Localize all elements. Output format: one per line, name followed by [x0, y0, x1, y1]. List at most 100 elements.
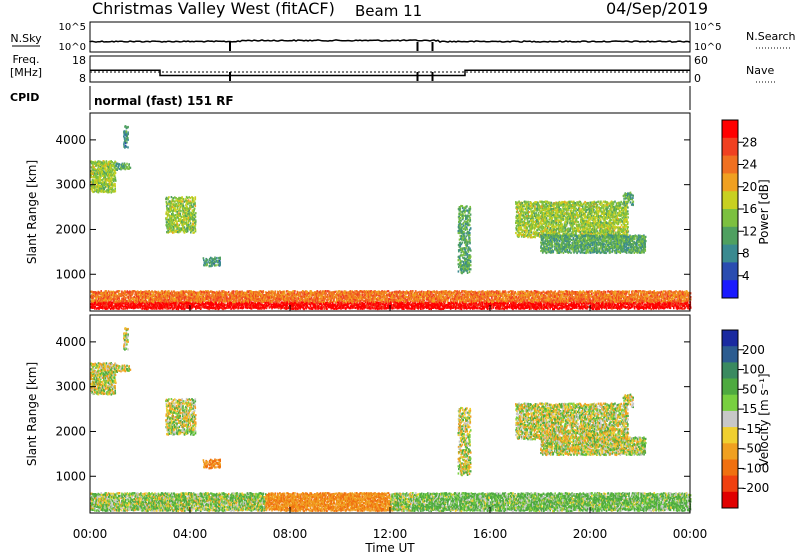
- power-cell: [237, 292, 239, 294]
- power-cell: [527, 290, 529, 292]
- power-cell: [225, 304, 227, 306]
- power-cell: [486, 303, 488, 305]
- power-cell: [304, 293, 306, 295]
- power-cell: [275, 290, 277, 292]
- power-cell: [305, 297, 307, 299]
- power-cell: [227, 302, 229, 304]
- power-cell: [126, 300, 128, 302]
- power-cell: [460, 292, 462, 294]
- freq-tick-bottom: 8: [79, 72, 86, 85]
- power-cell: [306, 291, 308, 293]
- power-cell: [488, 301, 490, 303]
- freq-line: [90, 70, 690, 75]
- power-cell: [499, 294, 501, 296]
- power-cell: [327, 299, 329, 301]
- power-cell: [228, 291, 230, 293]
- power-cell: [302, 293, 304, 295]
- power-cell: [485, 300, 487, 302]
- power-cell: [284, 296, 286, 298]
- power-cell: [354, 290, 356, 292]
- power-cell: [334, 304, 336, 306]
- power-cell: [125, 297, 127, 299]
- power-cell: [104, 298, 106, 300]
- power-cell: [466, 308, 468, 310]
- power-cell: [309, 302, 311, 304]
- power-data: [90, 125, 692, 310]
- power-cell: [541, 303, 543, 305]
- power-cell: [94, 308, 96, 310]
- power-cell: [357, 304, 359, 306]
- power-cell: [336, 308, 338, 310]
- power-cell: [210, 299, 212, 301]
- power-cell: [386, 296, 388, 298]
- power-cell: [307, 303, 309, 305]
- power-cell: [230, 308, 232, 310]
- power-cell: [362, 294, 364, 296]
- power-cell: [456, 293, 458, 295]
- power-cell: [187, 295, 189, 297]
- power-cell: [484, 303, 486, 305]
- power-cell: [364, 304, 366, 306]
- power-cell: [370, 308, 372, 310]
- nsearch-label: N.Search: [746, 30, 796, 43]
- power-cell: [414, 308, 416, 310]
- power-cell: [101, 292, 103, 294]
- power-cell: [300, 293, 302, 295]
- power-cell: [491, 294, 493, 296]
- power-cell: [133, 299, 135, 301]
- power-cell: [420, 308, 422, 310]
- nsearch-tick-top: 10^5: [694, 22, 721, 33]
- power-cell: [180, 294, 182, 296]
- power-cell: [205, 304, 207, 306]
- power-cell: [459, 301, 461, 303]
- power-cell: [115, 294, 117, 296]
- power-cell: [295, 297, 297, 299]
- freq-tick-top: 18: [72, 54, 86, 67]
- power-cell: [390, 301, 392, 303]
- power-cell: [298, 298, 300, 300]
- power-cell: [480, 293, 482, 295]
- power-cell: [415, 290, 417, 292]
- power-cell: [479, 308, 481, 310]
- power-cell: [271, 304, 273, 306]
- power-cell: [288, 307, 290, 309]
- power-cell: [185, 296, 187, 298]
- power-cell: [249, 301, 251, 303]
- power-cell: [255, 291, 257, 293]
- power-cell: [408, 307, 410, 309]
- power-cell: [128, 297, 130, 299]
- power-cell: [155, 291, 157, 293]
- beam-label: Beam 11: [355, 2, 422, 20]
- power-cell: [406, 296, 408, 298]
- power-cell: [234, 297, 236, 299]
- power-cell: [327, 290, 329, 292]
- power-cell: [423, 291, 425, 293]
- power-cell: [294, 290, 296, 292]
- power-cell: [512, 290, 514, 292]
- nsky-label: N.Sky: [10, 32, 42, 45]
- power-cell: [299, 301, 301, 303]
- power-cell: [220, 307, 222, 309]
- freq-strip-frame: [90, 56, 690, 82]
- power-cell: [382, 299, 384, 301]
- power-cell: [412, 290, 414, 292]
- power-cell: [403, 308, 405, 310]
- power-cell: [456, 290, 458, 292]
- nave-tick-top: 60: [694, 54, 708, 67]
- power-cell: [509, 300, 511, 302]
- power-cell: [156, 308, 158, 310]
- power-cell: [243, 306, 245, 308]
- power-cell: [536, 299, 538, 301]
- power-cell: [461, 296, 463, 298]
- power-cell: [263, 291, 265, 293]
- power-cell: [360, 300, 362, 302]
- power-cell: [361, 308, 363, 310]
- power-cell: [493, 307, 495, 309]
- power-cell: [262, 293, 264, 295]
- power-cell: [541, 292, 543, 294]
- power-cell: [452, 296, 454, 298]
- power-cell: [292, 290, 294, 292]
- nsky-tick-top: 10^5: [59, 22, 86, 33]
- power-cell: [505, 291, 507, 293]
